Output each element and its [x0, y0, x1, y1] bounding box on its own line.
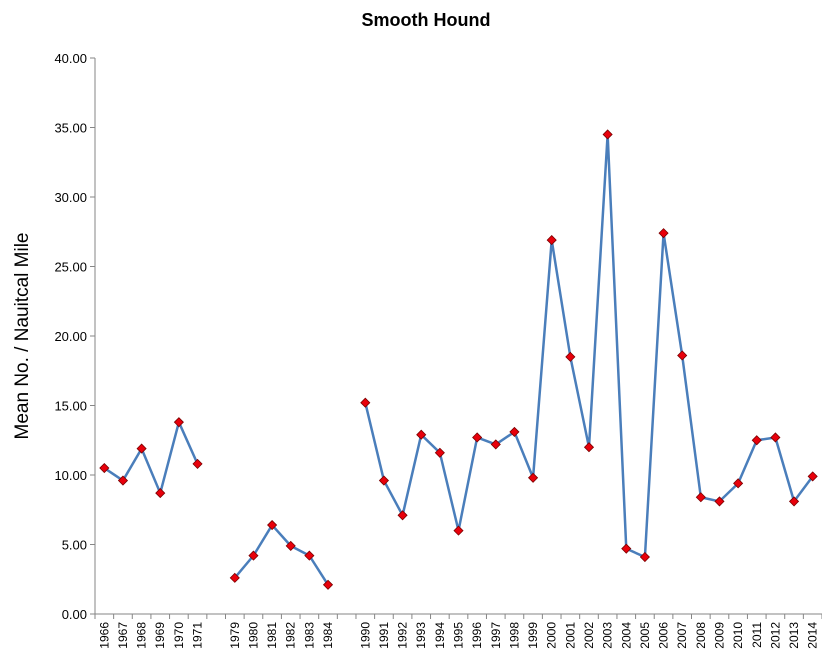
x-tick-label: 2012 — [768, 622, 782, 649]
chart-title: Smooth Hound — [362, 10, 491, 30]
y-tick-label: 40.00 — [54, 51, 87, 66]
x-tick-label: 1990 — [358, 622, 372, 649]
data-point — [117, 475, 129, 486]
y-tick-label: 25.00 — [54, 260, 87, 275]
data-point — [751, 435, 762, 446]
x-tick-label: 1970 — [172, 622, 186, 649]
data-point — [322, 579, 334, 590]
x-tick-label: 2008 — [694, 622, 708, 649]
data-point — [714, 496, 725, 507]
x-tick-label: 2001 — [563, 622, 577, 649]
x-tick-label: 1998 — [507, 622, 521, 649]
data-point — [155, 488, 166, 499]
data-point — [695, 492, 706, 503]
x-tick-label: 1999 — [526, 622, 540, 649]
x-tick-label: 1979 — [228, 622, 242, 649]
x-tick-label: 1997 — [489, 622, 503, 649]
x-tick-label: 2003 — [601, 622, 615, 649]
data-point — [304, 550, 315, 561]
x-tick-label: 2005 — [638, 622, 652, 649]
data-point — [192, 458, 203, 469]
data-point — [788, 496, 800, 507]
x-tick-label: 1971 — [191, 622, 205, 649]
x-tick-label: 2010 — [731, 622, 745, 649]
x-tick-label: 2007 — [675, 622, 689, 649]
data-point — [639, 551, 650, 563]
data-point — [509, 426, 520, 437]
y-tick-label: 5.00 — [62, 538, 87, 553]
x-tick-label: 2009 — [712, 622, 726, 649]
y-tick-label: 15.00 — [54, 399, 87, 414]
x-tick-label: 1968 — [135, 622, 149, 649]
x-tick-label: 1992 — [396, 622, 410, 649]
data-point — [99, 462, 110, 474]
data-point — [770, 432, 781, 443]
data-point — [416, 429, 427, 440]
x-tick-label: 2004 — [619, 622, 633, 649]
x-tick-label: 1982 — [284, 622, 298, 649]
x-tick-label: 1967 — [116, 622, 130, 649]
x-tick-label: 2006 — [657, 622, 671, 649]
data-point — [807, 471, 818, 482]
data-point — [360, 397, 371, 408]
y-tick-label: 35.00 — [54, 121, 87, 136]
x-tick-label: 1980 — [246, 622, 260, 649]
data-point — [583, 442, 595, 453]
data-point — [658, 228, 669, 239]
data-point — [397, 510, 408, 521]
data-point — [248, 550, 259, 561]
data-point — [733, 478, 744, 489]
x-tick-label: 1991 — [377, 622, 391, 649]
data-point — [434, 447, 445, 458]
data-point — [490, 439, 501, 450]
x-tick-label: 2011 — [750, 622, 764, 648]
data-point — [136, 443, 147, 454]
data-point — [677, 350, 688, 361]
x-tick-label: 1981 — [265, 622, 279, 649]
x-tick-label: 2000 — [545, 622, 559, 649]
x-tick-label: 1995 — [452, 622, 466, 649]
x-tick-label: 1993 — [414, 622, 428, 649]
x-tick-label: 1994 — [433, 622, 447, 649]
data-point — [267, 519, 278, 531]
x-tick-label: 1966 — [97, 622, 111, 649]
x-tick-label: 2014 — [806, 622, 820, 649]
data-point — [621, 543, 632, 554]
data-point — [527, 472, 539, 483]
x-tick-label: 1969 — [153, 622, 167, 649]
y-tick-label: 20.00 — [54, 329, 87, 344]
data-point — [285, 540, 296, 551]
x-tick-label: 2002 — [582, 622, 596, 649]
y-tick-label: 30.00 — [54, 190, 87, 205]
data-point — [229, 572, 240, 583]
series-line — [103, 133, 814, 586]
x-tick-label: 1984 — [321, 622, 335, 649]
y-axis-label: Mean No. / Nauitcal Mile — [12, 233, 33, 440]
x-tick-label: 1996 — [470, 622, 484, 649]
data-point — [173, 417, 184, 428]
data-point — [453, 525, 464, 536]
x-tick-label: 2013 — [787, 622, 801, 649]
y-tick-label: 0.00 — [62, 607, 87, 622]
data-point — [546, 235, 557, 246]
data-point — [565, 351, 576, 362]
data-point — [472, 432, 483, 443]
y-tick-label: 10.00 — [54, 468, 87, 483]
data-point — [602, 129, 613, 140]
data-point — [378, 475, 390, 486]
x-tick-label: 1983 — [302, 622, 316, 649]
